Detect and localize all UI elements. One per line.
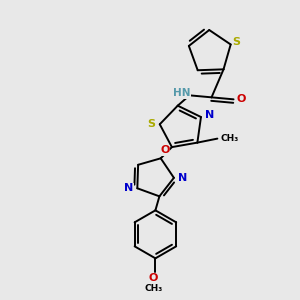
Text: CH₃: CH₃ xyxy=(220,134,238,143)
Text: O: O xyxy=(160,145,170,155)
Text: N: N xyxy=(178,173,188,183)
Text: S: S xyxy=(233,38,241,47)
Text: CH₃: CH₃ xyxy=(144,284,163,293)
Text: N: N xyxy=(124,183,133,193)
Text: N: N xyxy=(205,110,214,120)
Text: HN: HN xyxy=(173,88,190,98)
Text: O: O xyxy=(237,94,246,104)
Text: S: S xyxy=(147,119,155,129)
Text: O: O xyxy=(149,273,158,283)
